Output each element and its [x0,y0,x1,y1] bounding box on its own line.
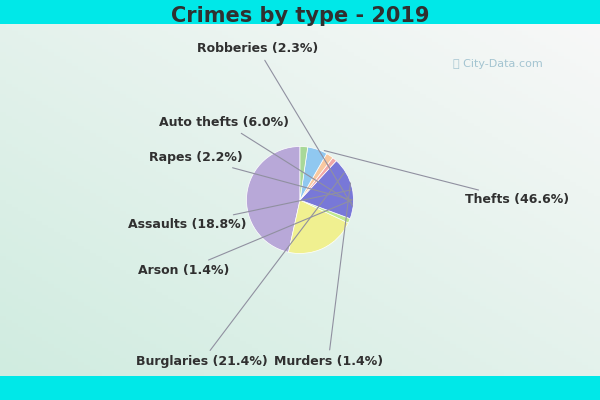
Wedge shape [300,146,308,200]
Wedge shape [300,200,350,223]
Text: Burglaries (21.4%): Burglaries (21.4%) [136,173,344,368]
Text: ⓘ City-Data.com: ⓘ City-Data.com [453,59,543,69]
Text: Murders (1.4%): Murders (1.4%) [274,183,383,368]
Wedge shape [289,200,349,254]
Text: Assaults (18.8%): Assaults (18.8%) [128,190,351,231]
Text: Rapes (2.2%): Rapes (2.2%) [149,151,352,200]
Text: Arson (1.4%): Arson (1.4%) [138,200,352,277]
Text: Thefts (46.6%): Thefts (46.6%) [324,150,569,206]
Wedge shape [247,146,300,252]
Text: Auto thefts (6.0%): Auto thefts (6.0%) [159,116,352,203]
Wedge shape [300,147,326,200]
Text: Robberies (2.3%): Robberies (2.3%) [197,42,352,206]
Text: Crimes by type - 2019: Crimes by type - 2019 [171,6,429,26]
Wedge shape [300,158,337,200]
Wedge shape [300,154,333,200]
Wedge shape [300,161,353,219]
